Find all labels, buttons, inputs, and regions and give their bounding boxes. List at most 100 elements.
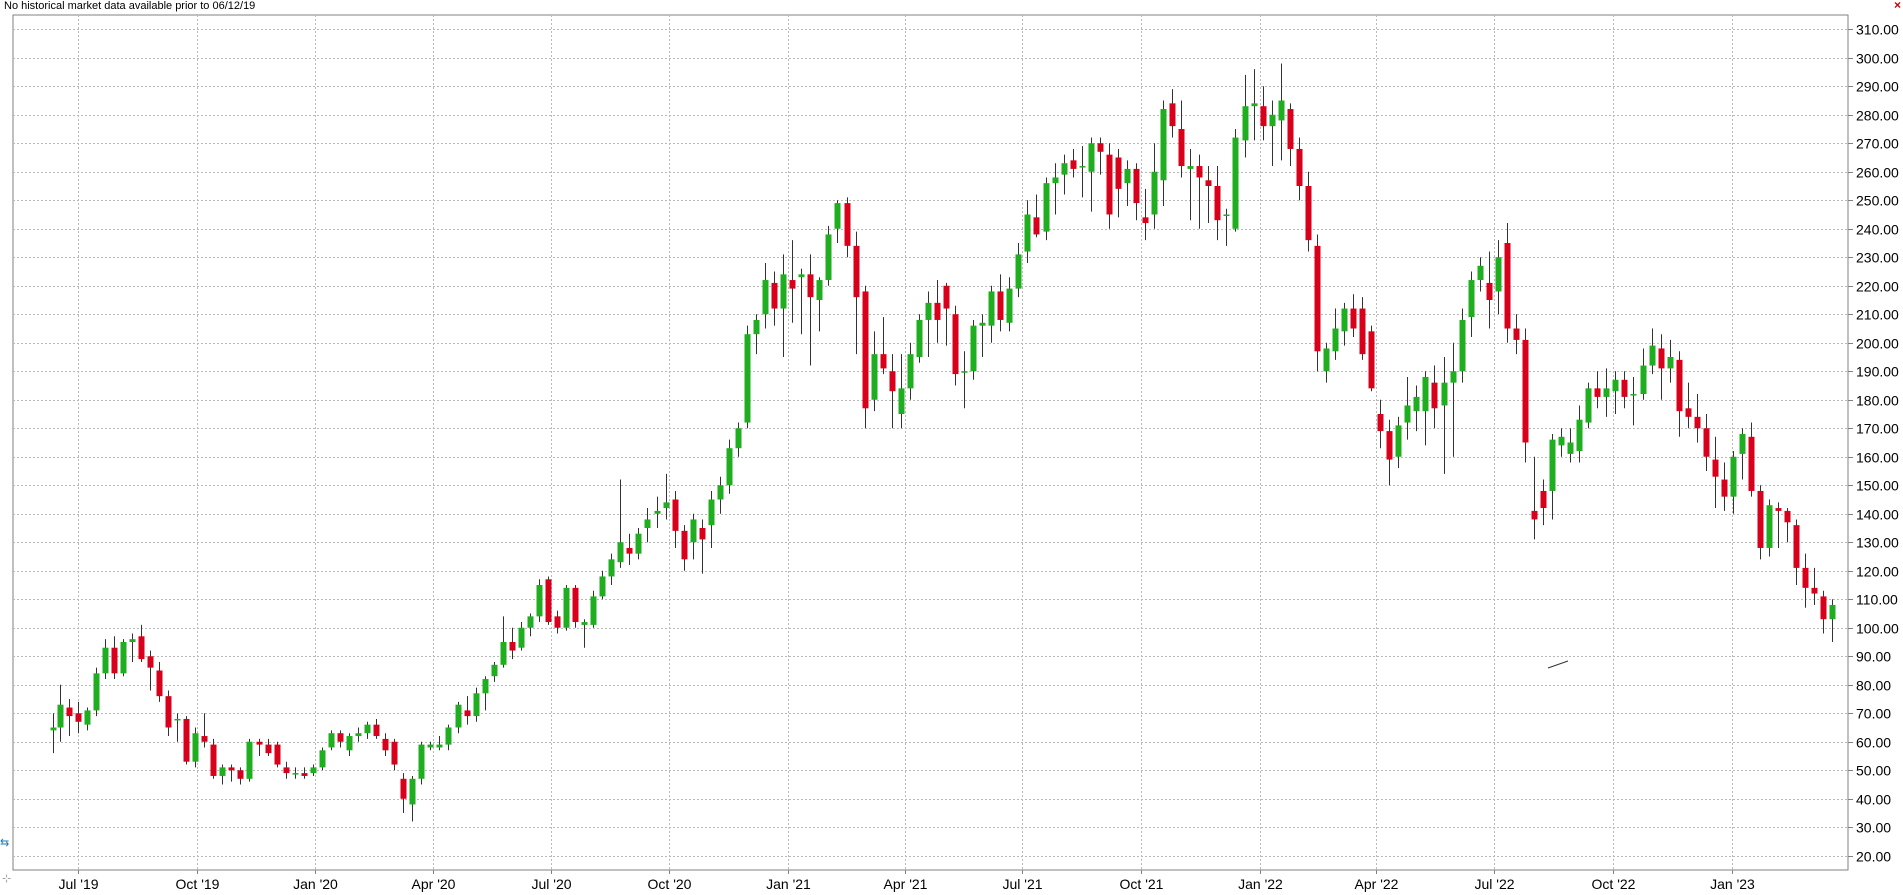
candle-body-up xyxy=(174,718,181,721)
candle-body-up xyxy=(84,710,91,725)
candle xyxy=(228,764,235,782)
candle-body-up xyxy=(1766,505,1773,548)
candle-body-down xyxy=(147,656,154,668)
x-tick-label: Oct '22 xyxy=(1592,876,1636,892)
candle-body-down xyxy=(1784,510,1791,523)
candle-body-down xyxy=(1540,490,1547,509)
candle xyxy=(1205,166,1212,224)
candle xyxy=(654,496,661,528)
candle-body-up xyxy=(1124,168,1131,184)
candle-body-up xyxy=(219,767,226,776)
x-tick-label: Oct '20 xyxy=(648,876,692,892)
candle-body-down xyxy=(1169,103,1176,127)
candle-body-up xyxy=(1088,143,1095,172)
candle xyxy=(1766,499,1773,557)
candle xyxy=(527,613,534,637)
candles-layer xyxy=(50,63,1836,822)
candle-body-up xyxy=(1576,419,1583,452)
y-tick-label: 140.00 xyxy=(1856,507,1899,523)
candle xyxy=(1576,405,1583,463)
candle-body-down xyxy=(1793,525,1800,568)
candle-body-up xyxy=(1052,177,1059,184)
candle-body-down xyxy=(1775,508,1782,511)
candle-body-down xyxy=(1685,408,1692,417)
candle xyxy=(84,707,91,731)
close-icon[interactable]: × xyxy=(1893,0,1901,12)
candle-body-up xyxy=(1495,257,1502,292)
candle-body-up xyxy=(518,627,525,648)
candle-body-down xyxy=(1522,339,1529,443)
candle xyxy=(961,351,968,409)
candle-body-down xyxy=(1287,109,1294,149)
candle-body-up xyxy=(970,325,977,372)
y-tick-label: 130.00 xyxy=(1856,535,1899,551)
candle-body-up xyxy=(816,280,823,300)
candle-body-up xyxy=(445,727,452,745)
candle-body-up xyxy=(1232,137,1239,229)
candle-body-down xyxy=(382,738,389,751)
candle-body-up xyxy=(1739,433,1746,454)
candle-body-down xyxy=(889,371,896,392)
candle xyxy=(1441,357,1448,474)
candle xyxy=(834,200,841,243)
candle-body-up xyxy=(735,428,742,449)
y-tick-label: 230.00 xyxy=(1856,250,1899,266)
candle-body-up xyxy=(1269,114,1276,127)
candle xyxy=(219,764,226,785)
candle xyxy=(1739,428,1746,480)
candle-body-up xyxy=(1450,371,1457,383)
candle-body-up xyxy=(482,679,489,694)
candle xyxy=(1314,234,1321,372)
candle-body-down xyxy=(1142,217,1149,224)
candle xyxy=(1486,251,1493,329)
y-tick-label: 100.00 xyxy=(1856,621,1899,637)
candle xyxy=(690,513,697,560)
candle-body-up xyxy=(871,354,878,400)
candle xyxy=(75,701,82,734)
x-tick-label: Jan '23 xyxy=(1710,876,1755,892)
candle xyxy=(871,331,878,412)
candle-body-down xyxy=(1305,186,1312,241)
candle-body-down xyxy=(1703,428,1710,457)
candle xyxy=(1142,188,1149,241)
candle xyxy=(1549,433,1556,520)
candle xyxy=(1196,154,1203,229)
y-tick-label: 300.00 xyxy=(1856,51,1899,67)
candle xyxy=(337,730,344,748)
y-tick-label: 260.00 xyxy=(1856,165,1899,181)
candle-body-up xyxy=(1024,214,1031,252)
candle xyxy=(473,687,480,722)
x-tick-label: Jan '22 xyxy=(1238,876,1283,892)
candle-body-down xyxy=(545,579,552,623)
candle-body-down xyxy=(672,499,679,531)
candle-body-down xyxy=(509,642,516,651)
candle-body-up xyxy=(1630,394,1637,396)
candle xyxy=(455,701,462,734)
y-tick-label: 50.00 xyxy=(1856,763,1891,779)
candle-body-down xyxy=(301,773,308,776)
candle xyxy=(1676,351,1683,437)
zoom-control-icon[interactable]: ⇆ xyxy=(0,837,10,849)
candle xyxy=(907,342,914,400)
candle-body-up xyxy=(1477,265,1484,281)
candle-body-down xyxy=(1368,331,1375,389)
candle-body-up xyxy=(455,704,462,728)
trendline-annotation[interactable] xyxy=(1547,660,1569,669)
candle-body-down xyxy=(771,282,778,309)
candle-body-down xyxy=(626,547,633,554)
candle-body-up xyxy=(907,354,914,389)
candle xyxy=(1386,419,1393,486)
candle xyxy=(1278,63,1285,161)
crosshair-corner-icon: ⊹ xyxy=(2,873,12,885)
candle-body-up xyxy=(663,502,670,509)
candle xyxy=(1359,297,1366,360)
candle xyxy=(1450,342,1457,457)
candle-body-up xyxy=(1829,604,1836,620)
candle xyxy=(1658,334,1665,400)
candle xyxy=(1540,479,1547,526)
candle-body-up xyxy=(57,704,64,728)
candle xyxy=(1015,243,1022,298)
candle xyxy=(862,285,869,429)
y-tick-label: 60.00 xyxy=(1856,735,1891,751)
